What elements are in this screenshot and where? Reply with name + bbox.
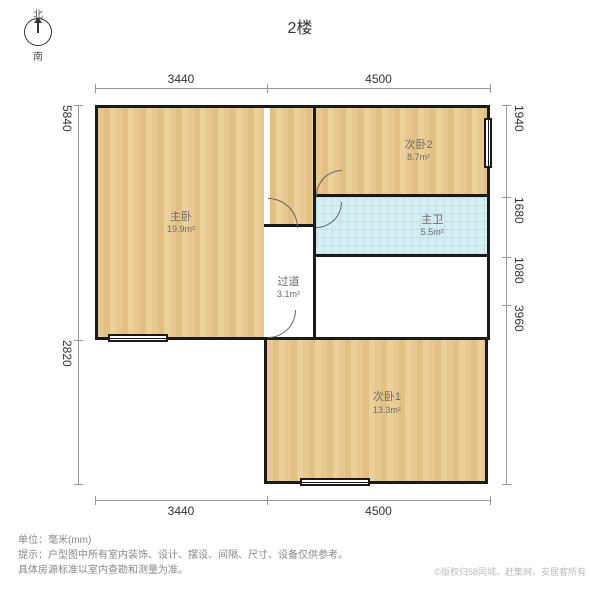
compass-south-label: 南	[33, 48, 43, 63]
dim-right-4: 3960	[512, 305, 526, 484]
room-area: 3.1m²	[277, 289, 300, 301]
room-name: 主卫	[421, 213, 444, 227]
dim-tick	[74, 484, 83, 485]
dim-line-left	[78, 105, 79, 484]
dim-tick	[502, 197, 511, 198]
window-icon	[300, 478, 370, 486]
room-name: 次卧2	[405, 138, 433, 152]
dim-bottom-2: 4500	[267, 504, 490, 518]
dim-tick	[502, 257, 511, 258]
dim-line-top	[95, 88, 490, 89]
room-name: 次卧1	[373, 390, 401, 404]
footer-line1: 提示：户型图中所有室内装饰、设计、摆设、间隔、尺寸、设备仅供参考。	[18, 548, 348, 563]
page-title: 2楼	[288, 14, 313, 38]
room-bed1-label: 次卧1 13.3m²	[373, 390, 401, 416]
room-area: 8.7m²	[405, 152, 433, 164]
dim-left-2: 2820	[60, 340, 74, 484]
room-bed1: 次卧1 13.3m²	[264, 337, 488, 484]
window-icon	[108, 334, 168, 342]
dim-left-1: 5840	[60, 105, 74, 340]
wall-segment	[487, 254, 490, 340]
room-area: 19.9m²	[167, 224, 195, 236]
room-area: 13.3m²	[373, 405, 401, 417]
dim-tick	[502, 305, 511, 306]
copyright: ©版权归58同城、赶集网、安居客所有	[434, 565, 586, 578]
room-bath-label: 主卫 5.5m²	[421, 213, 444, 239]
room-master: 主卧 19.9m²	[95, 105, 267, 340]
footer-line2: 具体房源标准以室内查勘和测量为准。	[18, 563, 348, 578]
dim-top-1: 3440	[95, 72, 267, 86]
dim-right-2: 1680	[512, 197, 526, 257]
dim-tick	[74, 340, 83, 341]
dim-right-3: 1080	[512, 257, 526, 305]
dim-tick	[74, 105, 83, 106]
dim-right-1: 1940	[512, 105, 526, 197]
dim-bottom-1: 3440	[95, 504, 267, 518]
room-master-label: 主卧 19.9m²	[167, 210, 195, 236]
room-name: 过道	[277, 275, 300, 289]
dim-tick	[490, 84, 491, 93]
room-name: 主卧	[167, 210, 195, 224]
dim-line-bottom	[95, 500, 490, 501]
dim-tick	[502, 105, 511, 106]
dim-top-2: 4500	[267, 72, 490, 86]
dim-tick	[502, 484, 511, 485]
dim-line-right	[506, 105, 507, 484]
compass: 北 南	[20, 18, 56, 72]
room-area: 5.5m²	[421, 227, 444, 239]
room-corridor-label: 过道 3.1m²	[277, 275, 300, 301]
compass-icon	[24, 18, 52, 46]
footer-notes: 单位：毫米(mm) 提示：户型图中所有室内装饰、设计、摆设、间隔、尺寸、设备仅供…	[18, 533, 348, 578]
window-icon	[484, 118, 492, 168]
footer-unit: 单位：毫米(mm)	[18, 533, 348, 548]
room-bed2-label: 次卧2 8.7m²	[405, 138, 433, 164]
dim-tick	[490, 496, 491, 505]
